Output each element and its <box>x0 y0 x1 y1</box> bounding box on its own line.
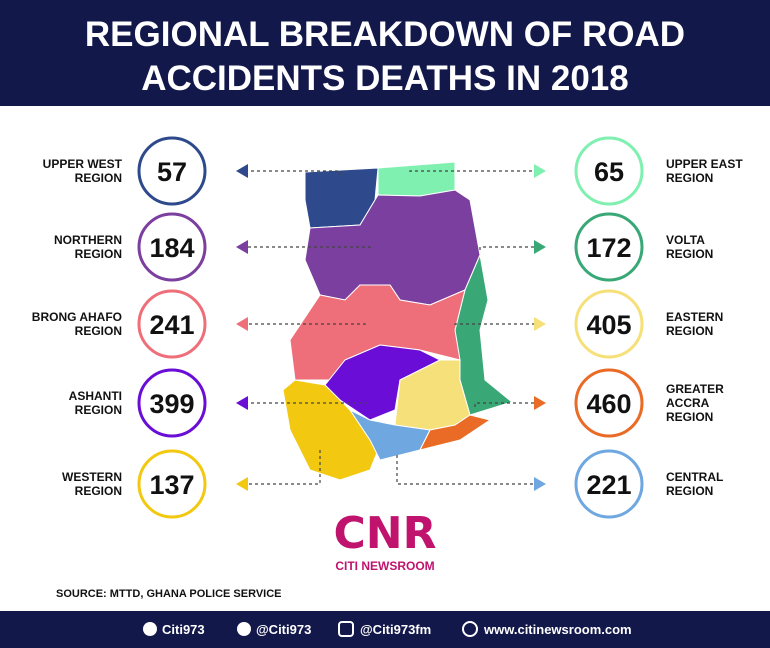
leader-line <box>474 402 538 407</box>
region-label: REGION <box>75 403 122 417</box>
leader-line <box>479 246 538 250</box>
value-ring <box>137 136 207 206</box>
arrow-head <box>534 317 546 331</box>
value: 399 <box>149 389 194 419</box>
value-ring <box>137 449 207 519</box>
arrow-head <box>534 477 546 491</box>
arrow-head <box>236 240 248 254</box>
arrow-head <box>534 240 546 254</box>
region-label: ACCRA <box>666 396 710 410</box>
title-line: REGIONAL BREAKDOWN OF ROAD <box>85 15 685 54</box>
value: 137 <box>149 470 194 500</box>
region-label: REGION <box>75 171 122 185</box>
region-label: BRONG AHAFO <box>32 310 122 324</box>
arrow-head <box>236 477 248 491</box>
region-label: REGION <box>666 410 713 424</box>
value: 405 <box>586 310 631 340</box>
footer-twitter[interactable]: @Citi973 <box>256 622 311 637</box>
value: 460 <box>586 389 631 419</box>
western-area <box>282 379 381 481</box>
region-label: REGION <box>75 484 122 498</box>
value-ring <box>574 368 644 438</box>
leader-line <box>244 170 341 175</box>
leader-line <box>454 323 538 325</box>
greater-accra-area <box>419 414 492 451</box>
upper-east-area <box>377 161 456 197</box>
leader-line <box>244 246 371 248</box>
region-label: WESTERN <box>62 470 122 484</box>
logo-mark: CNR <box>334 508 437 559</box>
region-label: NORTHERN <box>54 233 122 247</box>
region-label: UPPER WEST <box>43 157 123 171</box>
region-label: REGION <box>75 247 122 261</box>
value-ring <box>137 212 207 282</box>
source-note: SOURCE: MTTD, GHANA POLICE SERVICE <box>56 588 282 600</box>
arrow-head <box>534 164 546 178</box>
value: 172 <box>586 233 631 263</box>
region-label: REGION <box>666 324 713 338</box>
footer-facebook[interactable]: Citi973 <box>162 622 205 637</box>
leader-line <box>409 170 538 172</box>
value: 241 <box>149 310 194 340</box>
region-label: CENTRAL <box>666 470 723 484</box>
value-ring <box>574 212 644 282</box>
region-label: REGION <box>666 247 713 261</box>
value: 184 <box>149 233 194 263</box>
logo-name: CITI NEWSROOM <box>335 559 434 573</box>
web-icon <box>462 621 478 637</box>
arrow-head <box>236 317 248 331</box>
region-label: REGION <box>666 484 713 498</box>
region-label: EASTERN <box>666 310 723 324</box>
region-label: ASHANTI <box>69 389 122 403</box>
value: 221 <box>586 470 631 500</box>
title-line: ACCIDENTS DEATHS IN 2018 <box>141 59 629 98</box>
arrow-head <box>534 396 546 410</box>
value-ring <box>137 289 207 359</box>
region-label: GREATER <box>666 382 724 396</box>
value-ring <box>574 136 644 206</box>
value: 57 <box>157 157 187 187</box>
arrow-head <box>236 396 248 410</box>
facebook-icon <box>143 622 157 636</box>
header-band <box>0 0 770 106</box>
value: 65 <box>594 157 624 187</box>
leader-line <box>396 455 538 485</box>
region-label: REGION <box>75 324 122 338</box>
brong-ahafo-area <box>289 284 466 381</box>
leader-line <box>244 323 366 325</box>
region-label: VOLTA <box>666 233 705 247</box>
value-ring <box>574 449 644 519</box>
footer-band <box>0 611 770 648</box>
footer-instagram[interactable]: @Citi973fm <box>360 622 431 637</box>
region-label: REGION <box>666 171 713 185</box>
arrow-head <box>236 164 248 178</box>
footer-website[interactable]: www.citinewsroom.com <box>483 622 632 637</box>
region-label: UPPER EAST <box>666 157 743 171</box>
twitter-icon <box>237 622 251 636</box>
value-ring <box>574 289 644 359</box>
ghana-map <box>282 161 514 481</box>
leader-line <box>244 450 321 485</box>
value-ring <box>137 368 207 438</box>
instagram-icon <box>338 621 354 637</box>
